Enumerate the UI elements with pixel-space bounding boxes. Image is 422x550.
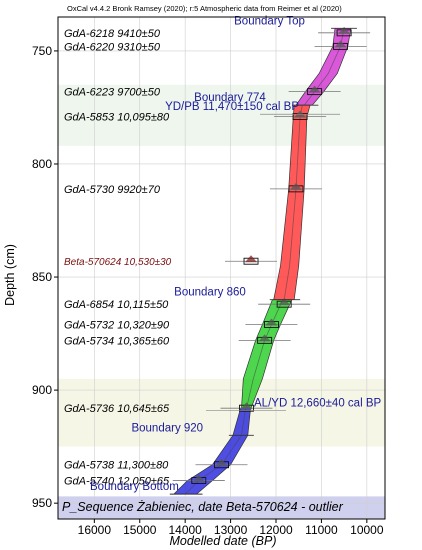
x-axis-label: Modelled date (BP) bbox=[169, 534, 276, 548]
sample-label: Beta-570624 10,530±30 bbox=[64, 257, 172, 268]
sample-label: GdA-6220 9310±50 bbox=[64, 41, 161, 53]
sample-distribution bbox=[192, 474, 205, 482]
x-axis-ticks: 16000 15000 14000 13000 12000 11000 10000 bbox=[78, 519, 384, 537]
sample-distribution bbox=[278, 298, 291, 306]
sample-label: GdA-5730 9920±70 bbox=[64, 184, 161, 196]
chart-header: OxCal v4.4.2 Bronk Ramsey (2020); r:5 At… bbox=[67, 4, 342, 13]
sample-distribution bbox=[215, 458, 228, 466]
x-tick-label: 11000 bbox=[305, 523, 338, 537]
annotation-label: YD/PB 11,470±150 cal BP bbox=[165, 101, 299, 113]
sample-distribution bbox=[308, 85, 321, 93]
x-tick-label: 15000 bbox=[123, 523, 157, 537]
boundary-label: Boundary 860 bbox=[174, 287, 246, 299]
band-0 bbox=[58, 84, 385, 146]
grid-lines bbox=[58, 17, 385, 519]
y-tick-label: 850 bbox=[32, 270, 52, 284]
sample-distribution bbox=[245, 255, 258, 263]
sample-label: GdA-5734 10,365±60 bbox=[64, 335, 170, 347]
sample-label: GdA-5732 10,320±90 bbox=[64, 320, 170, 332]
sample-label: GdA-6854 10,115±50 bbox=[64, 299, 169, 311]
x-tick-label: 14000 bbox=[168, 523, 202, 537]
x-tick-label: 12000 bbox=[259, 523, 293, 537]
sample-label: GdA-5740 12,050±65 bbox=[64, 476, 170, 488]
x-tick-label: 16000 bbox=[78, 523, 112, 537]
plot-frame bbox=[57, 16, 386, 520]
y-tick-label: 750 bbox=[32, 44, 52, 58]
sample-markers bbox=[169, 26, 371, 495]
sample-label: GdA-5738 11,300±80 bbox=[64, 460, 169, 472]
sample-distribution bbox=[258, 334, 271, 342]
sample-distribution bbox=[265, 318, 278, 326]
sample-label: GdA-6223 9700±50 bbox=[64, 87, 161, 99]
boundary-label: Boundary 920 bbox=[131, 422, 203, 434]
y-tick-label: 800 bbox=[32, 157, 52, 171]
sample-distribution bbox=[289, 182, 302, 190]
annotation-label: AL/YD 12,660±40 cal BP bbox=[254, 397, 381, 409]
y-tick-label: 950 bbox=[32, 496, 52, 510]
y-axis-ticks: 750 800 850 900 950 bbox=[32, 44, 58, 510]
x-tick-label: 13000 bbox=[214, 523, 248, 537]
x-tick-label: 10000 bbox=[350, 523, 384, 537]
sample-label: GdA-6218 9410±50 bbox=[64, 28, 161, 40]
sample-distribution bbox=[338, 26, 351, 34]
sample-distribution bbox=[240, 402, 253, 410]
sample-label: GdA-5853 10,095±80 bbox=[64, 111, 170, 123]
boundary-label: Boundary Bottom bbox=[90, 481, 179, 493]
boundary-label: Boundary Top bbox=[234, 15, 305, 27]
boundary-label: Boundary 774 bbox=[194, 92, 266, 104]
footer-label: P_Sequence Żabieniec, date Beta-570624 -… bbox=[62, 500, 344, 514]
y-axis-label: Depth (cm) bbox=[3, 244, 17, 306]
y-tick-label: 900 bbox=[32, 383, 52, 397]
sample-label: GdA-5736 10,645±65 bbox=[64, 403, 170, 415]
sample-distribution bbox=[334, 40, 347, 48]
envelope-median-0 bbox=[303, 28, 345, 106]
